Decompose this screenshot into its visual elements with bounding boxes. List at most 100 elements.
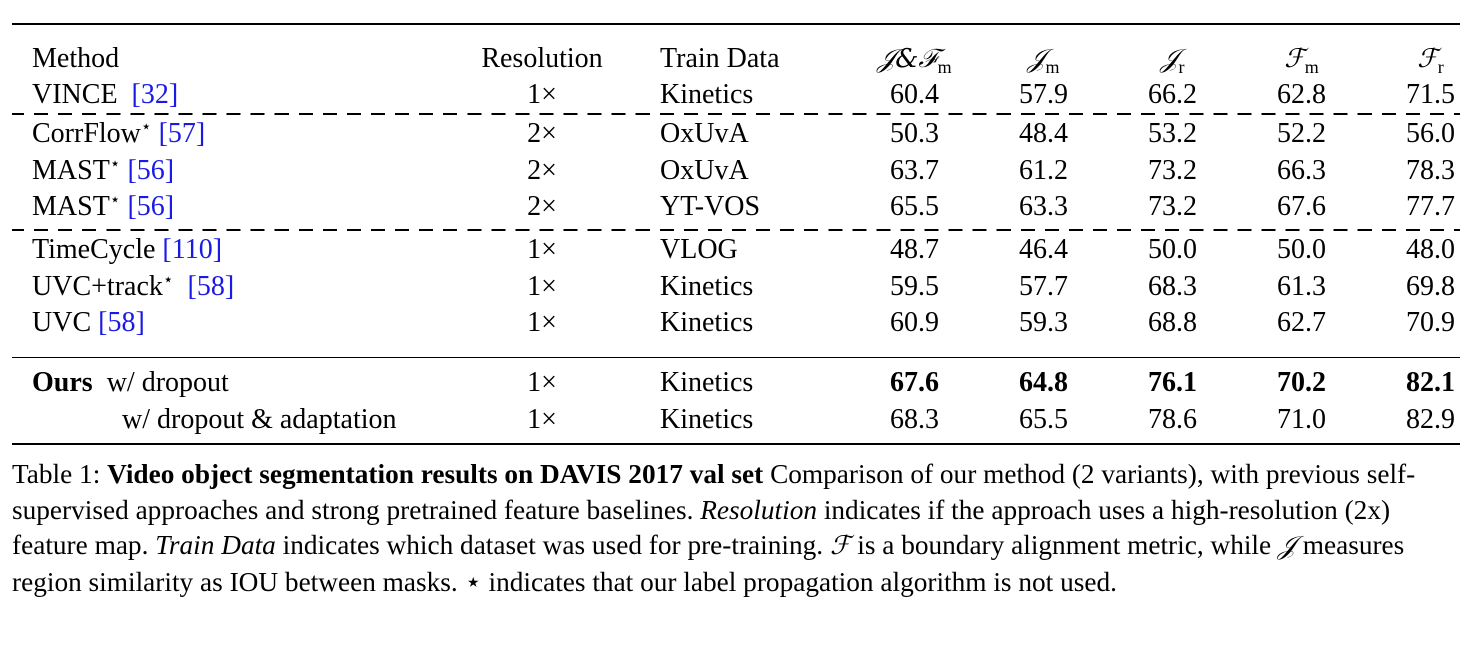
row-train-data: Kinetics	[660, 367, 754, 398]
row-value: 53.2	[1148, 118, 1197, 149]
row-value: 48.0	[1406, 234, 1455, 265]
row-resolution: 1×	[527, 270, 557, 302]
table-bottom-rule	[12, 443, 1460, 445]
row-value: 73.2	[1148, 191, 1197, 222]
row-value: 71.5	[1406, 79, 1455, 110]
row-value: 73.2	[1148, 154, 1197, 186]
row-method: MAST⋆ [56]	[32, 190, 175, 222]
row-value: 52.2	[1277, 118, 1326, 149]
table-top-rule	[12, 23, 1460, 25]
row-resolution: 2×	[527, 154, 557, 186]
row-train-data: OxUvA	[660, 118, 749, 149]
row-resolution: 1×	[527, 79, 557, 110]
row-value: 56.0	[1406, 118, 1455, 149]
header-row: Method Resolution Train Data 𝒥&ℱm 𝒥m 𝒥r …	[12, 41, 1480, 78]
header-resolution: Resolution	[481, 43, 603, 74]
row-value: 65.5	[890, 191, 939, 222]
row-value: 48.7	[890, 234, 939, 265]
table-row-ours: Ours w/ dropout 1× Kinetics 67.6 64.8 76…	[12, 365, 1480, 402]
row-train-data: Kinetics	[660, 403, 754, 435]
table-row: MAST⋆ [56] 2× OxUvA 63.7 61.2 73.2 66.3 …	[12, 153, 1480, 190]
table-row: UVC+track⋆ [58] 1× Kinetics 59.5 57.7 68…	[12, 269, 1480, 306]
table-header: Method Resolution Train Data 𝒥&ℱm 𝒥m 𝒥r …	[12, 41, 1480, 78]
row-value: 50.0	[1277, 234, 1326, 265]
row-value: 68.3	[1148, 270, 1197, 302]
row-value: 46.4	[1019, 234, 1068, 265]
row-value: 77.7	[1406, 191, 1455, 222]
row-train-data: Kinetics	[660, 307, 754, 338]
header-train-data: Train Data	[660, 43, 780, 74]
table-caption: Table 1: Video object segmentation resul…	[12, 459, 1416, 597]
row-method: TimeCycle [110]	[32, 234, 223, 265]
row-value-best: 70.2	[1277, 367, 1326, 398]
row-resolution: 1×	[527, 403, 557, 435]
row-value: 50.3	[890, 118, 939, 149]
row-train-data: VLOG	[660, 234, 738, 265]
row-value: 48.4	[1019, 118, 1068, 149]
row-value: 57.9	[1019, 79, 1068, 110]
row-value: 78.3	[1406, 154, 1455, 186]
row-method: VINCE [32]	[32, 79, 179, 110]
row-resolution: 2×	[527, 191, 557, 222]
row-value: 60.9	[890, 307, 939, 338]
table-row: VINCE [32] 1× Kinetics 60.4 57.9 66.2 62…	[12, 77, 1480, 114]
dashed-separator	[12, 113, 1460, 115]
row-method: w/ dropout & adaptation	[122, 403, 397, 435]
header-f-r: ℱr	[1417, 44, 1444, 77]
row-value: 59.3	[1019, 307, 1068, 338]
row-value: 68.3	[890, 403, 939, 435]
row-value: 61.2	[1019, 154, 1068, 186]
table-group-1: CorrFlow⋆ [57] 2× OxUvA 50.3 48.4 53.2 5…	[12, 116, 1480, 226]
row-value-best: 67.6	[890, 367, 939, 398]
header-jf-m: 𝒥&ℱm	[877, 44, 952, 77]
row-value: 59.5	[890, 270, 939, 302]
table-row: MAST⋆ [56] 2× YT-VOS 65.5 63.3 73.2 67.6…	[12, 189, 1480, 226]
table-row: CorrFlow⋆ [57] 2× OxUvA 50.3 48.4 53.2 5…	[12, 116, 1480, 153]
caption-title: Video object segmentation results on DAV…	[107, 459, 764, 489]
table-group-ours: Ours w/ dropout 1× Kinetics 67.6 64.8 76…	[12, 365, 1480, 438]
row-value: 62.7	[1277, 307, 1326, 338]
table-row: UVC [58] 1× Kinetics 60.9 59.3 68.8 62.7…	[12, 305, 1480, 342]
row-value: 63.3	[1019, 191, 1068, 222]
header-j-m: 𝒥m	[1027, 44, 1060, 77]
row-value: 61.3	[1277, 270, 1326, 302]
row-value-best: 76.1	[1148, 367, 1197, 398]
row-train-data: YT-VOS	[660, 191, 761, 222]
row-method: UVC+track⋆ [58]	[32, 269, 235, 302]
row-method: UVC [58]	[32, 307, 145, 338]
header-f-m: ℱm	[1284, 44, 1319, 77]
row-value: 66.2	[1148, 79, 1197, 110]
row-value: 67.6	[1277, 191, 1326, 222]
row-value: 57.7	[1019, 270, 1068, 302]
header-method: Method	[32, 43, 120, 74]
row-value-best: 82.1	[1406, 367, 1455, 398]
row-value-best: 64.8	[1019, 367, 1068, 398]
row-value: 71.0	[1277, 403, 1326, 435]
row-method: CorrFlow⋆ [57]	[32, 117, 206, 149]
row-train-data: Kinetics	[660, 79, 754, 110]
row-value: 68.8	[1148, 307, 1197, 338]
row-value: 65.5	[1019, 403, 1068, 435]
row-value: 82.9	[1406, 403, 1455, 435]
row-resolution: 2×	[527, 118, 557, 149]
row-method: MAST⋆ [56]	[32, 153, 175, 186]
table-group-2: TimeCycle [110] 1× VLOG 48.7 46.4 50.0 5…	[12, 232, 1480, 342]
table-mid-rule	[12, 357, 1460, 358]
row-value: 70.9	[1406, 307, 1455, 338]
row-resolution: 1×	[527, 307, 557, 338]
row-value: 66.3	[1277, 154, 1326, 186]
row-value: 60.4	[890, 79, 939, 110]
row-value: 69.8	[1406, 270, 1455, 302]
row-value: 63.7	[890, 154, 939, 186]
header-j-r: 𝒥r	[1160, 44, 1185, 77]
row-resolution: 1×	[527, 367, 557, 398]
row-value: 50.0	[1148, 234, 1197, 265]
row-resolution: 1×	[527, 234, 557, 265]
row-train-data: OxUvA	[660, 154, 749, 186]
row-train-data: Kinetics	[660, 270, 754, 302]
row-value: 78.6	[1148, 403, 1197, 435]
row-value: 62.8	[1277, 79, 1326, 110]
table-group-0: VINCE [32] 1× Kinetics 60.4 57.9 66.2 62…	[12, 77, 1480, 114]
row-method: Ours w/ dropout	[32, 367, 229, 398]
dashed-separator	[12, 229, 1460, 231]
